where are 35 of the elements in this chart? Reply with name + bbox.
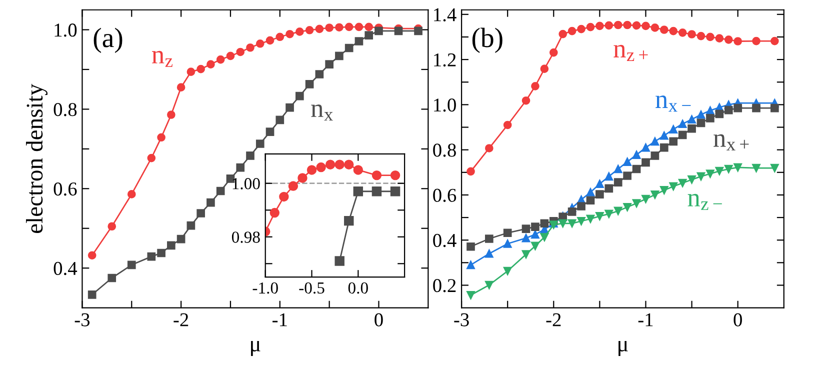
y-tick-label: 0.6 [433, 188, 456, 202]
x-tick-label: 0 [374, 313, 383, 326]
y-tick-label: 1.0 [434, 98, 456, 112]
y-tick-label: 1.2 [434, 53, 456, 67]
x-axis-title: μ [618, 341, 628, 356]
y-tick-label: 0.8 [54, 103, 77, 116]
y-tick-label: 1.0 [54, 24, 77, 37]
series-label: n$_{x}$ [311, 104, 333, 121]
y-tick-label: 0.98 [232, 232, 260, 243]
y-tick-label: 0.8 [433, 144, 456, 157]
x-tick-label: -3 [454, 313, 469, 326]
series-label: n$_{z}$ [152, 50, 172, 67]
x-tick-label: -2 [174, 313, 188, 326]
y-tick-label: 1.00 [232, 178, 260, 190]
y-axis-title: electron density [26, 84, 48, 233]
x-tick-label: -1 [638, 313, 653, 326]
annotation: (a) [94, 28, 122, 53]
annotation: (b) [472, 28, 502, 53]
x-tick-label: -3 [74, 313, 90, 326]
x-tick-label: 0.0 [348, 282, 368, 294]
series-label: n$_{z+}$ [614, 44, 648, 61]
x-tick-label: -2 [546, 313, 561, 326]
series-label: n$_{x+}$ [714, 134, 749, 150]
series-label: n$_{x−}$ [656, 96, 691, 112]
x-axis-title: μ [251, 341, 260, 356]
y-tick-label: 0.4 [433, 234, 456, 248]
x-tick-label: 0 [734, 313, 742, 326]
y-tick-label: 0.6 [54, 182, 77, 196]
x-tick-label: -0.5 [299, 282, 324, 294]
x-tick-label: -1.0 [252, 282, 278, 294]
series-label: n$_{z−}$ [688, 194, 722, 210]
x-tick-label: -1 [272, 313, 287, 326]
y-tick-label: 0.2 [433, 279, 456, 292]
y-tick-label: 0.4 [54, 262, 78, 276]
y-tick-label: 1.4 [434, 8, 456, 22]
